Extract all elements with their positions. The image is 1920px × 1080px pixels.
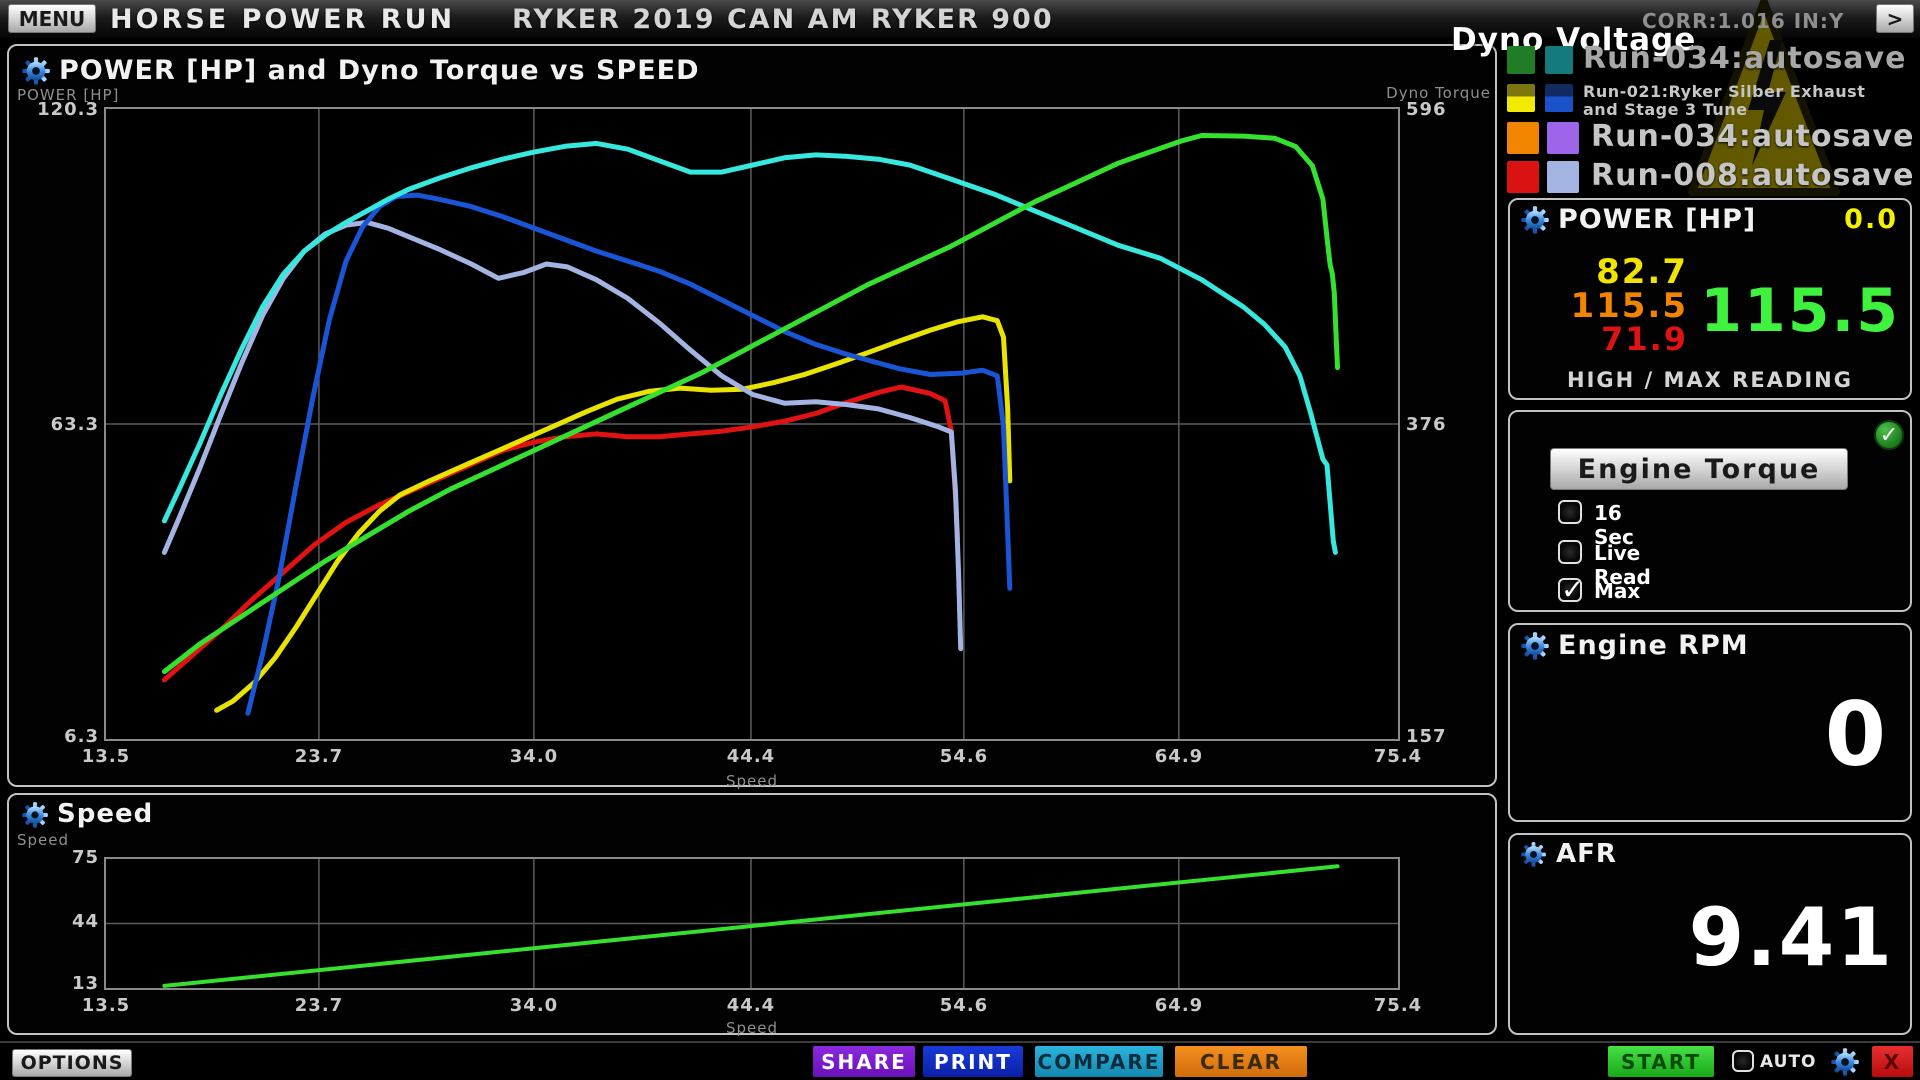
run3-torque-swatch <box>1547 122 1579 154</box>
run2-torque-swatch <box>1545 84 1573 112</box>
x-tick: 64.9 <box>1154 995 1204 1016</box>
power-panel-footer: HIGH / MAX READING <box>1567 368 1853 392</box>
max-label: Max <box>1594 579 1641 603</box>
liveread-label: Live Read <box>1594 541 1651 589</box>
speed-chart-title: Speed <box>57 799 154 829</box>
run1-power-swatch <box>1507 46 1535 74</box>
run1-label: Run-034:autosave <box>1583 41 1907 76</box>
x-tick: 44.4 <box>726 746 776 767</box>
run3-power-swatch <box>1507 122 1539 154</box>
run1-torque-swatch <box>1545 46 1573 74</box>
16sec-checkbox[interactable] <box>1558 500 1582 524</box>
x-tick: 13.5 <box>81 995 131 1016</box>
vehicle-title: RYKER 2019 CAN AM RYKER 900 <box>512 4 1054 35</box>
confirm-check-icon[interactable]: ✓ <box>1874 420 1904 450</box>
power-panel-title: POWER [HP] <box>1558 204 1757 235</box>
rpm-settings-gear-icon[interactable] <box>1520 631 1550 661</box>
close-button[interactable]: X <box>1872 1046 1913 1077</box>
x-tick: 64.9 <box>1154 746 1204 767</box>
high-voltage-warning-icon <box>1688 0 1840 196</box>
rpm-value: 0 <box>1824 683 1888 786</box>
options-button[interactable]: OPTIONS <box>12 1049 132 1077</box>
app-title: HORSE POWER RUN <box>110 4 456 35</box>
rpm-panel-title: Engine RPM <box>1558 630 1749 661</box>
share-button[interactable]: SHARE <box>813 1046 915 1077</box>
x-tick: 23.7 <box>294 746 344 767</box>
right-tick-bottom: 157 <box>1406 726 1447 747</box>
main-chart-title: POWER [HP] and Dyno Torque vs SPEED <box>59 55 700 86</box>
print-button[interactable]: PRINT <box>923 1046 1023 1077</box>
power-reading-run2: 82.7 <box>1596 252 1688 292</box>
auto-checkbox[interactable] <box>1732 1050 1754 1072</box>
power-settings-gear-icon[interactable] <box>1520 205 1550 235</box>
chart-settings-gear-icon[interactable] <box>21 56 51 86</box>
top-bar: MENU HORSE POWER RUN RYKER 2019 CAN AM R… <box>0 0 1920 38</box>
run4-torque-swatch <box>1547 161 1579 193</box>
bottom-toolbar: OPTIONS SHARE PRINT COMPARE CLEAR START … <box>0 1041 1920 1080</box>
power-max-value: 115.5 <box>1700 276 1900 346</box>
compare-button[interactable]: COMPARE <box>1035 1046 1163 1077</box>
speed-chart-panel: Speed Speed 75 44 13 13.5 23.7 34.0 44.4… <box>7 793 1497 1037</box>
x-tick: 34.0 <box>509 746 559 767</box>
menu-button[interactable]: MENU <box>8 4 96 33</box>
rpm-readout-panel: Engine RPM 0 <box>1508 623 1912 822</box>
max-checkbox[interactable] <box>1558 573 1584 606</box>
main-chart-panel: POWER [HP] and Dyno Torque vs SPEED POWE… <box>7 44 1497 790</box>
afr-panel-title: AFR <box>1556 839 1617 869</box>
legend-title: Dyno Voltage <box>1451 22 1697 58</box>
left-tick-bottom: 6.3 <box>64 726 99 747</box>
x-tick: 75.4 <box>1373 746 1423 767</box>
speed-tick-bottom: 13 <box>71 973 99 994</box>
power-reading-run3: 115.5 <box>1570 286 1688 326</box>
afr-value: 9.41 <box>1688 891 1894 984</box>
left-axis-label: POWER [HP] <box>17 86 120 104</box>
channel-select-panel: ✓ Engine Torque 16 Sec Live Read Max <box>1508 410 1912 612</box>
right-tick-mid: 376 <box>1406 414 1447 435</box>
run4-power-swatch <box>1507 161 1539 193</box>
speed-x-axis-label: Speed <box>725 1019 779 1037</box>
power-live-value: 0.0 <box>1844 204 1898 235</box>
speed-tick-mid: 44 <box>71 911 99 932</box>
left-tick-mid: 63.3 <box>50 414 99 435</box>
speed-tick-top: 75 <box>71 847 99 868</box>
right-tick-top: 596 <box>1406 99 1447 120</box>
speed-y-axis-label: Speed <box>17 831 70 849</box>
settings-gear-icon[interactable] <box>1830 1047 1860 1077</box>
x-tick: 34.0 <box>509 995 559 1016</box>
afr-readout-panel: AFR 9.41 <box>1508 833 1912 1035</box>
clear-button[interactable]: CLEAR <box>1175 1046 1307 1077</box>
option-liveread[interactable]: Live Read <box>1558 540 1651 589</box>
speed-settings-gear-icon[interactable] <box>21 801 49 829</box>
liveread-checkbox[interactable] <box>1558 540 1582 564</box>
engine-torque-dropdown[interactable]: Engine Torque <box>1550 448 1848 490</box>
x-axis-label: Speed <box>725 772 779 790</box>
power-reading-run4: 71.9 <box>1601 320 1688 358</box>
speed-plot-area[interactable] <box>104 857 1400 990</box>
afr-settings-gear-icon[interactable] <box>1520 841 1547 868</box>
run2-label-line1: Run-021:Ryker Silber Exhaust <box>1583 82 1866 101</box>
x-tick: 54.6 <box>939 746 989 767</box>
x-tick: 13.5 <box>81 746 131 767</box>
correction-status: CORR:1.016 IN:Y <box>1642 9 1845 33</box>
right-axis-label: Dyno Torque <box>1386 84 1491 102</box>
main-plot-area[interactable] <box>104 107 1400 741</box>
auto-label: AUTO <box>1760 1052 1817 1072</box>
run2-power-swatch <box>1507 84 1535 112</box>
x-tick: 44.4 <box>726 995 776 1016</box>
run2-label-line2: and Stage 3 Tune <box>1583 100 1748 119</box>
option-max[interactable]: Max <box>1558 573 1640 606</box>
run4-label: Run-008:autosave <box>1591 158 1915 193</box>
x-tick: 54.6 <box>939 995 989 1016</box>
run3-label: Run-034:autosave <box>1591 119 1915 154</box>
power-readout-panel: POWER [HP] 0.0 82.7 115.5 71.9 115.5 HIG… <box>1508 198 1912 400</box>
x-tick: 23.7 <box>294 995 344 1016</box>
next-page-button[interactable]: > <box>1876 4 1914 33</box>
option-16sec[interactable]: 16 Sec <box>1558 500 1634 549</box>
x-tick: 75.4 <box>1373 995 1423 1016</box>
left-tick-top: 120.3 <box>37 99 99 120</box>
16sec-label: 16 Sec <box>1594 501 1634 549</box>
start-button[interactable]: START <box>1608 1046 1714 1077</box>
